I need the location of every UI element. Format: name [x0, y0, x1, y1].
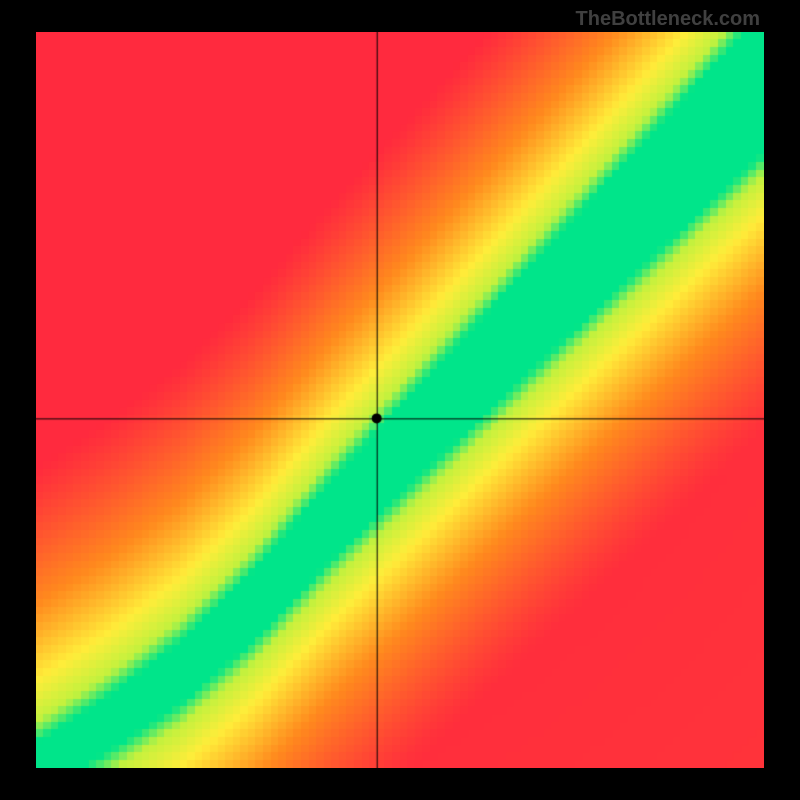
root: TheBottleneck.com — [0, 0, 800, 800]
heatmap-canvas — [36, 32, 764, 768]
watermark-text: TheBottleneck.com — [576, 8, 760, 31]
plot-area — [36, 32, 764, 768]
